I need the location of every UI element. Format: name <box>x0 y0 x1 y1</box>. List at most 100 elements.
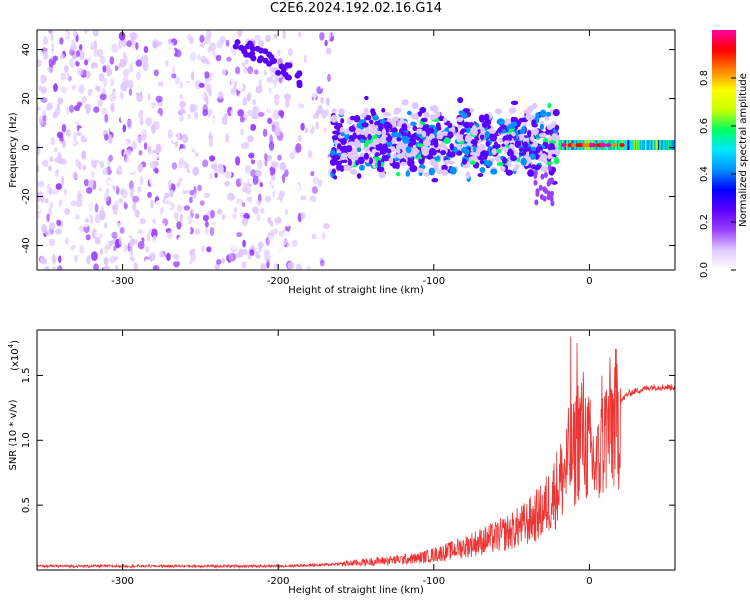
spectrogram-cell <box>312 176 319 185</box>
spectrogram-cell <box>157 153 162 159</box>
spectrogram-cell <box>114 90 121 99</box>
spectrogram-cell <box>278 110 285 117</box>
spectrogram-cell <box>53 147 58 153</box>
spectrogram-cell <box>191 204 197 215</box>
spectrogram-cell <box>199 177 204 184</box>
spectrogram-cell <box>125 222 131 229</box>
spectrogram-cell <box>230 109 236 117</box>
spectrogram-cell <box>279 190 286 198</box>
spectrogram-cell <box>372 114 379 121</box>
spectrogram-cell <box>530 135 535 142</box>
spectrogram-cell <box>547 164 552 171</box>
spectrogram-cell <box>97 48 104 58</box>
spectrogram-cell <box>359 129 365 135</box>
spectrogram-cell <box>109 56 115 65</box>
spectrogram-cell <box>179 101 187 108</box>
spectrogram-cell <box>37 54 40 61</box>
snr-frame <box>36 329 676 571</box>
spectrogram-cell <box>150 101 157 109</box>
spectrogram-cell <box>88 240 96 247</box>
spectrogram-cell <box>279 88 284 98</box>
spectrogram-cell <box>453 76 456 82</box>
spectrogram-cell <box>189 249 194 256</box>
spectrogram-cell <box>196 190 200 197</box>
spectrogram-cell <box>187 226 191 235</box>
spectrogram-cell <box>475 148 481 157</box>
spectrogram-cell <box>168 121 173 127</box>
spectrogram-cell <box>84 208 90 215</box>
spectrogram-cell <box>145 116 153 126</box>
spectrogram-cell <box>379 149 387 155</box>
spectrogram-cell <box>540 165 549 173</box>
spectrogram-cell <box>126 229 134 236</box>
spectrogram-cell <box>175 239 181 250</box>
spectrogram-cell <box>253 69 259 75</box>
spectrogram-cell <box>144 225 149 236</box>
spectrogram-cell <box>167 145 172 156</box>
spectrogram-cell <box>330 114 338 123</box>
spectrogram-cell <box>230 77 235 86</box>
spectrogram-cell <box>255 253 261 260</box>
spectrogram-cell <box>232 47 237 56</box>
spectrogram-cell <box>144 163 152 170</box>
spectrogram-cell <box>166 252 171 261</box>
spectrogram-cell <box>284 74 291 81</box>
x-tick-label: -100 <box>422 576 445 587</box>
spectrogram-cell <box>440 150 446 156</box>
spectrogram-cell <box>209 226 215 237</box>
spectrogram-cell <box>233 206 238 213</box>
spectrogram-cell <box>58 77 64 88</box>
spectrogram-cell <box>546 124 553 130</box>
spectrogram-cell <box>199 34 205 43</box>
spectrogram-cell <box>349 169 358 175</box>
spectrogram-cell <box>82 127 89 138</box>
spectrogram-cell <box>378 222 382 229</box>
spectrogram-cell <box>37 180 45 188</box>
spectrogram-cell <box>61 123 67 133</box>
spectrogram-cell <box>258 40 265 47</box>
spectrogram-cell <box>254 34 262 42</box>
spectrogram-cell <box>137 229 143 235</box>
spectrogram-cell <box>120 115 127 124</box>
spectrogram-cell <box>548 149 557 155</box>
svg-text:(x104): (x104) <box>7 340 21 371</box>
spectrogram-cell <box>321 232 326 240</box>
spectrogram-cell <box>267 76 273 84</box>
spectrogram-cell <box>224 149 228 160</box>
spectrogram-cell <box>41 159 49 167</box>
spectrogram-cell <box>322 71 328 80</box>
spectrogram-cell <box>359 164 365 171</box>
spectrogram-cell <box>195 228 201 235</box>
spectrogram-cell <box>117 180 124 189</box>
spectrogram-cell <box>405 170 410 177</box>
spectrogram-cell <box>257 111 265 117</box>
spectrogram-cell <box>183 171 187 179</box>
spectrogram-cell <box>73 30 78 37</box>
spectrogram-cell <box>286 62 293 69</box>
spectrogram-cell <box>514 140 522 148</box>
spectrogram-cell <box>100 236 104 245</box>
spectrogram-cell <box>179 193 185 202</box>
spectrogram-cell <box>489 136 497 142</box>
spectrogram-cell <box>62 81 67 88</box>
spectrogram-cell <box>533 179 538 186</box>
spectrogram-cell <box>210 78 217 85</box>
spectrogram-cell <box>131 122 138 129</box>
spectrogram-cell <box>59 140 63 150</box>
spectrogram-cell <box>346 221 350 228</box>
spectrogram-cell <box>183 160 188 169</box>
spectrogram-cell <box>50 136 55 146</box>
spectrogram-cell <box>72 171 78 180</box>
spectrogram-cell <box>252 106 257 116</box>
spectrogram-cell <box>262 57 269 64</box>
spectrogram-cell <box>295 143 302 153</box>
x-tick-label: -300 <box>111 576 134 587</box>
spectrogram-cell <box>370 108 376 115</box>
spectrogram-cell <box>250 123 257 131</box>
spectrogram-cell <box>37 31 40 41</box>
spectrogram-cell <box>38 212 42 219</box>
spectrogram-cell <box>349 115 356 121</box>
spectrogram-cell <box>283 204 290 210</box>
spectrogram-cell <box>220 230 225 237</box>
spectrogram-cell <box>296 82 303 89</box>
